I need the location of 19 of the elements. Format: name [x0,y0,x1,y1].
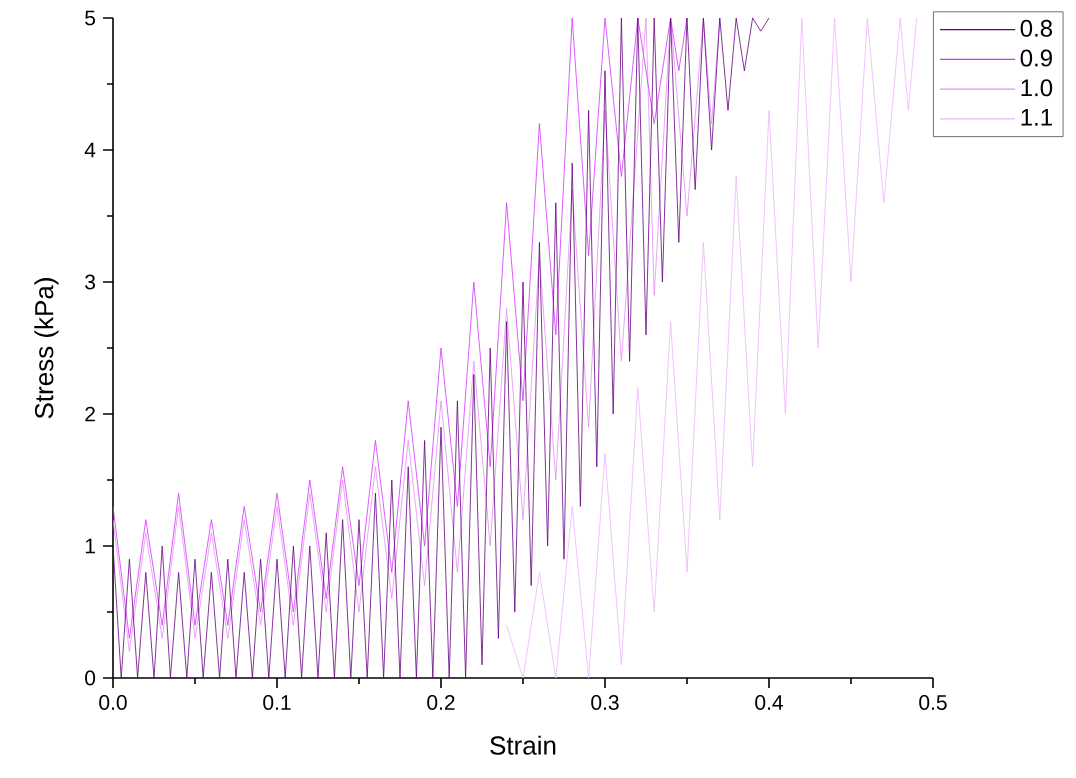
x-tick-label: 0.3 [591,695,619,710]
x-axis-title: Strain [490,735,556,755]
y-tick-label: 0 [85,670,96,686]
x-tick-label: 0.0 [99,695,127,710]
legend-label: 0.9 [1020,49,1052,67]
line-series [506,18,917,678]
legend-label: 0.8 [1020,19,1053,37]
x-tick-label: 0.4 [755,695,783,710]
y-axis-title: Stress (kPa) [34,278,59,419]
y-tick-label: 5 [85,10,96,26]
x-tick-label: 0.1 [263,695,291,710]
legend-label: 1.1 [1021,109,1052,126]
y-tick-label: 1 [85,538,95,554]
y-tick-label: 2 [85,406,95,422]
x-tick-label: 0.2 [427,695,455,710]
y-tick-label: 3 [85,274,96,290]
x-tick-label: 0.5 [919,695,947,710]
y-tick-label: 4 [84,142,96,158]
legend-label: 1.0 [1021,79,1053,97]
